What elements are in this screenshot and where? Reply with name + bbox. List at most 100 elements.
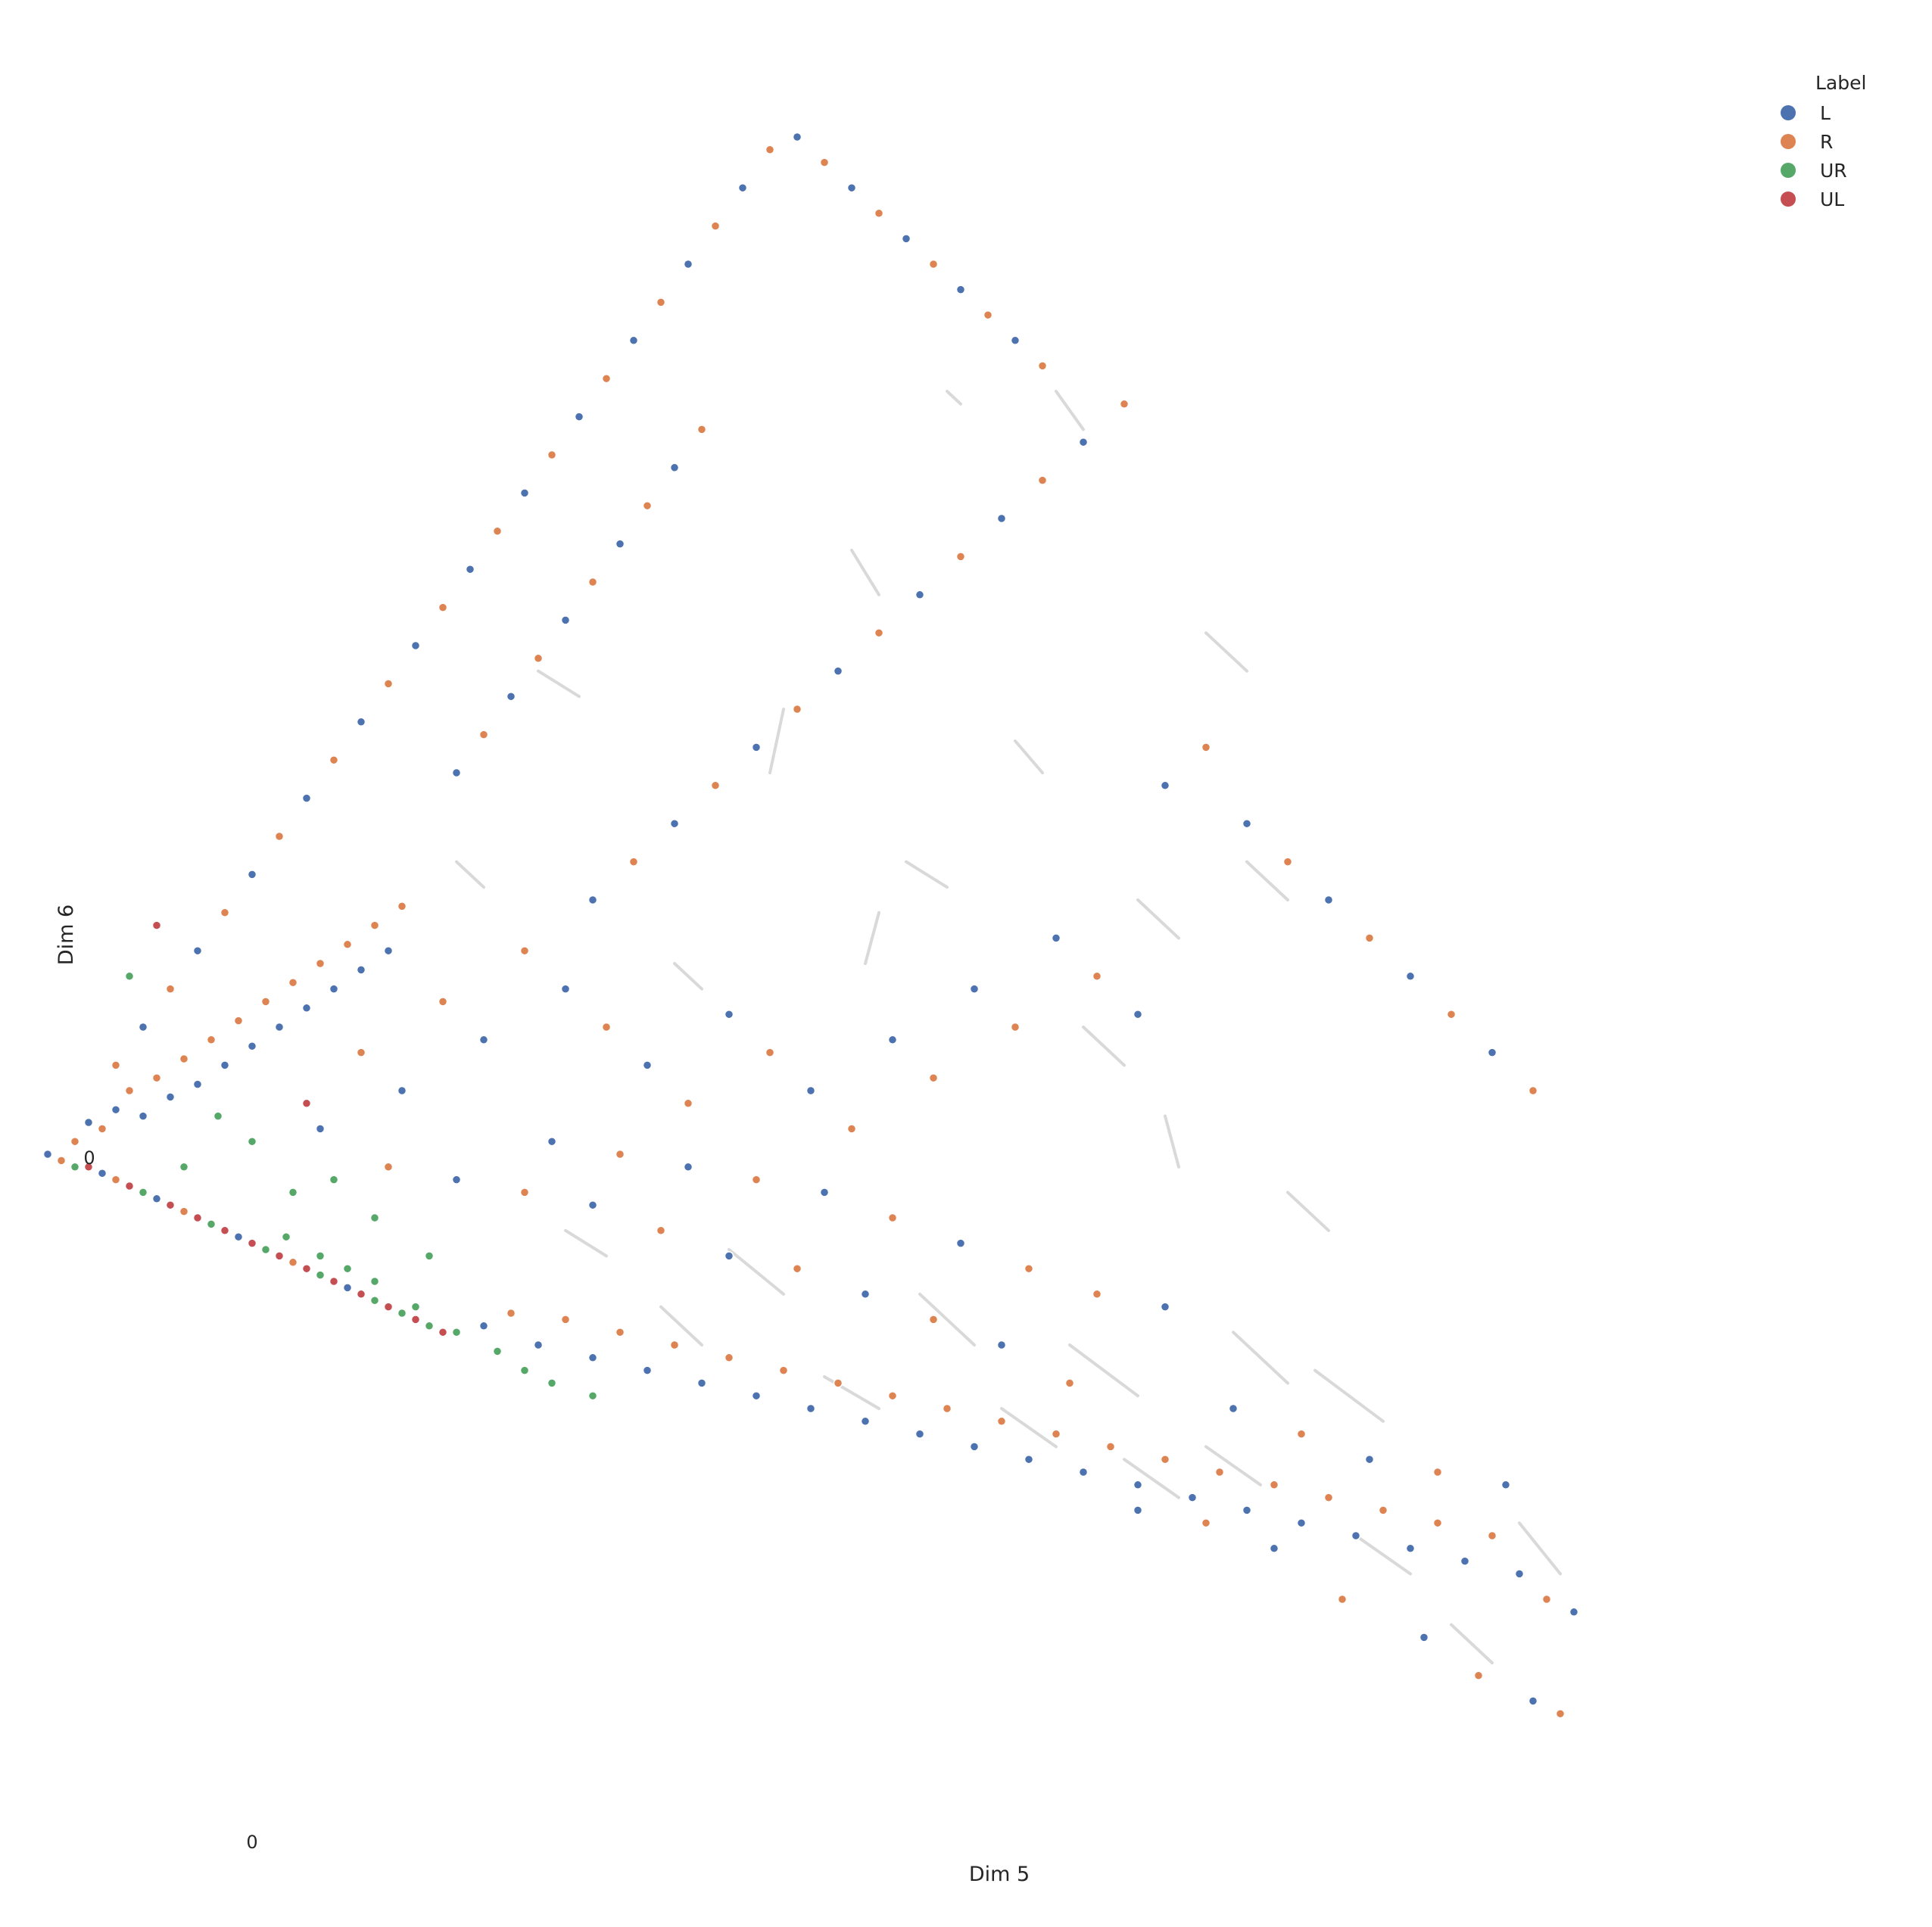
connector-line-24: [659, 1305, 703, 1346]
point-r-146: [274, 831, 285, 842]
point-r-168: [874, 208, 884, 219]
point-l-141: [138, 1022, 148, 1032]
point-l-50: [751, 1390, 762, 1401]
point-r-174: [1037, 361, 1048, 371]
point-r-206: [1446, 1009, 1457, 1020]
connector-line-26: [1136, 898, 1180, 940]
point-ul-13: [220, 1225, 230, 1236]
point-l-102: [1364, 1454, 1375, 1465]
point-l-98: [451, 1175, 462, 1185]
point-l-60: [1024, 1454, 1034, 1465]
point-r-129: [260, 997, 271, 1007]
point-r-53: [833, 1378, 843, 1388]
point-ur-236: [124, 971, 135, 982]
point-r-119: [124, 1085, 135, 1096]
point-r-204: [1364, 933, 1375, 943]
legend-marker-r: [1781, 134, 1796, 149]
point-l-136: [356, 965, 366, 975]
point-l-108: [955, 1238, 966, 1248]
point-ur-26: [397, 1308, 407, 1318]
point-r-208: [1528, 1085, 1538, 1096]
point-l-173: [1010, 335, 1021, 346]
point-r-113: [615, 1149, 625, 1160]
point-r-212: [1010, 1022, 1021, 1032]
point-l-120: [138, 1111, 148, 1121]
x-tick-label: 0: [246, 1832, 257, 1853]
point-ur-37: [519, 1365, 530, 1375]
point-l-106: [1160, 1302, 1170, 1312]
point-r-97: [519, 1188, 530, 1197]
point-r-89: [1064, 1378, 1075, 1388]
point-ur-7: [138, 1188, 148, 1197]
connector-line-16: [1354, 1534, 1412, 1576]
point-l-90: [996, 1340, 1007, 1350]
point-r-109: [887, 1213, 898, 1223]
point-r-59: [996, 1416, 1007, 1427]
point-l-223: [560, 984, 571, 994]
connector-line-9: [1082, 1026, 1126, 1067]
point-r-103: [1432, 1467, 1443, 1477]
point-l-116: [83, 1117, 94, 1128]
point-l-215: [887, 1035, 898, 1045]
point-r-47: [669, 1340, 680, 1350]
point-r-142: [165, 984, 176, 994]
point-r-152: [438, 602, 448, 612]
point-r-192: [874, 627, 884, 638]
point-r-5: [111, 1175, 121, 1185]
point-l-132: [301, 1003, 312, 1013]
point-l-163: [737, 182, 748, 193]
point-ul-234: [151, 920, 162, 930]
point-r-210: [1092, 971, 1102, 982]
point-r-115: [70, 1136, 80, 1147]
point-r-45: [615, 1327, 625, 1337]
point-ul-27: [410, 1315, 421, 1325]
point-l-153: [465, 564, 475, 574]
point-l-159: [628, 335, 639, 346]
point-r-133: [315, 958, 326, 969]
point-r-135: [342, 939, 353, 950]
point-r-228: [356, 1048, 366, 1057]
point-l-130: [274, 1022, 285, 1032]
point-l-46: [642, 1365, 653, 1375]
point-l-138: [383, 945, 394, 956]
point-ul-3: [83, 1162, 94, 1172]
point-ur-34: [410, 1302, 421, 1312]
point-ur-16: [260, 1244, 271, 1255]
point-l-86: [1269, 1543, 1279, 1554]
point-l-66: [1187, 1493, 1198, 1502]
point-l-82: [1419, 1633, 1429, 1642]
point-l-145: [247, 870, 257, 879]
connector-line-3: [1014, 739, 1044, 774]
point-l-14: [233, 1231, 244, 1242]
point-ur-232: [247, 1136, 257, 1147]
point-r-226: [438, 997, 448, 1007]
point-l-177: [506, 691, 516, 702]
point-ur-31: [315, 1251, 326, 1261]
point-l-54: [860, 1416, 871, 1427]
legend-label-r: R: [1820, 131, 1833, 153]
point-r-172: [983, 310, 993, 320]
point-ul-29: [438, 1327, 448, 1337]
connector-line-8: [864, 911, 880, 965]
point-r-123: [179, 1054, 189, 1064]
point-l-84: [1528, 1696, 1538, 1706]
point-r-202: [1282, 857, 1293, 867]
point-l-42: [533, 1340, 544, 1350]
point-l-56: [915, 1429, 925, 1439]
point-l-171: [955, 285, 966, 294]
point-l-219: [724, 1009, 734, 1020]
point-ur-32: [342, 1263, 353, 1274]
connector-lines: [455, 390, 1562, 1664]
point-l-104: [1500, 1480, 1511, 1490]
point-r-162: [710, 221, 721, 231]
point-ur-39: [587, 1390, 598, 1401]
connector-line-0: [946, 390, 962, 406]
point-r-176: [478, 730, 489, 739]
point-ur-28: [424, 1321, 435, 1331]
point-r-43: [560, 1315, 571, 1325]
connector-line-25: [564, 1228, 608, 1258]
point-l-0: [42, 1149, 53, 1160]
point-l-151: [410, 640, 421, 651]
